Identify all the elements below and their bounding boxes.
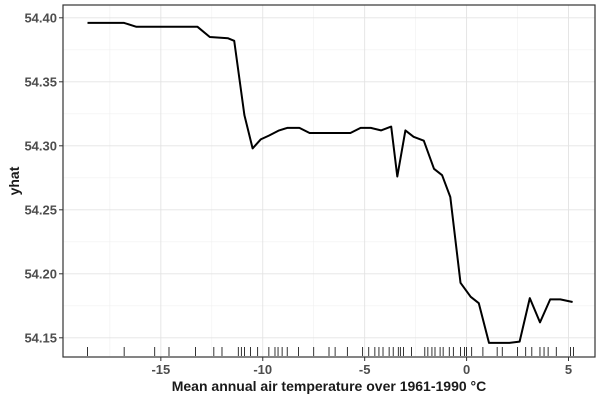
y-tick-label: 54.40 <box>24 10 57 25</box>
x-axis: -15 -10 -5 0 5 <box>151 357 572 377</box>
grid-minor <box>63 5 595 357</box>
y-axis: 54.15 54.20 54.25 54.30 54.35 54.40 <box>24 10 63 345</box>
x-tick-label: 5 <box>565 362 572 377</box>
y-tick-label: 54.20 <box>24 266 57 281</box>
y-tick-label: 54.15 <box>24 330 57 345</box>
panel-border <box>62 4 596 358</box>
y-tick-label: 54.30 <box>24 138 57 153</box>
x-tick-label: 0 <box>463 362 470 377</box>
panel-background <box>63 5 595 357</box>
y-axis-title: yhat <box>6 166 22 195</box>
series-line <box>87 21 573 344</box>
y-tick-label: 54.35 <box>24 74 57 89</box>
grid-major <box>63 5 595 357</box>
rug-marks <box>87 347 574 356</box>
x-tick-label: -5 <box>359 362 371 377</box>
x-tick-label: -10 <box>253 362 272 377</box>
x-axis-title: Mean annual air temperature over 1961-19… <box>172 378 487 394</box>
x-tick-label: -15 <box>151 362 170 377</box>
y-tick-label: 54.25 <box>24 202 57 217</box>
